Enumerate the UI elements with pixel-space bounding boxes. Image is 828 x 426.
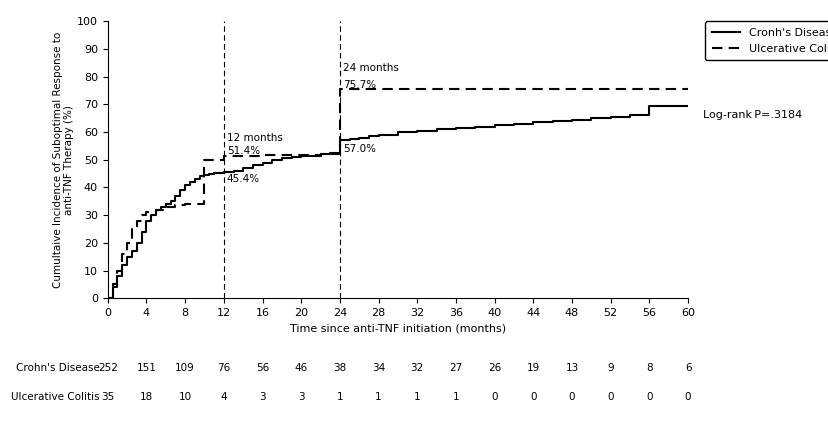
Text: 38: 38 (333, 363, 346, 374)
Text: 8: 8 (645, 363, 652, 374)
X-axis label: Time since anti-TNF initiation (months): Time since anti-TNF initiation (months) (290, 323, 505, 334)
Text: 26: 26 (488, 363, 501, 374)
Text: 0: 0 (529, 392, 536, 402)
Text: 34: 34 (372, 363, 385, 374)
Text: 0: 0 (491, 392, 498, 402)
Text: 10: 10 (178, 392, 191, 402)
Text: 76: 76 (217, 363, 230, 374)
Text: 13: 13 (565, 363, 578, 374)
Text: Crohn's Disease: Crohn's Disease (16, 363, 99, 374)
Text: 18: 18 (140, 392, 153, 402)
Text: 0: 0 (645, 392, 652, 402)
Text: 0: 0 (568, 392, 575, 402)
Text: 3: 3 (259, 392, 266, 402)
Text: 56: 56 (256, 363, 269, 374)
Text: 151: 151 (137, 363, 156, 374)
Text: 109: 109 (175, 363, 195, 374)
Text: 57.0%: 57.0% (343, 144, 375, 154)
Text: 252: 252 (98, 363, 118, 374)
Text: 45.4%: 45.4% (226, 174, 259, 184)
Text: 19: 19 (526, 363, 539, 374)
Text: 27: 27 (449, 363, 462, 374)
Text: 3: 3 (297, 392, 304, 402)
Text: 0: 0 (607, 392, 614, 402)
Text: 1: 1 (413, 392, 420, 402)
Text: 0: 0 (684, 392, 691, 402)
Text: 32: 32 (410, 363, 423, 374)
Text: 1: 1 (336, 392, 343, 402)
Text: 1: 1 (452, 392, 459, 402)
Y-axis label: Cumultaive Incidence of Suboptimal Response to
anti-TNF Therapy (%): Cumultaive Incidence of Suboptimal Respo… (53, 32, 75, 288)
Text: 4: 4 (220, 392, 227, 402)
Text: 6: 6 (684, 363, 691, 374)
Legend: Cronh's Disease, Ulcerative Colitis: Cronh's Disease, Ulcerative Colitis (705, 21, 828, 60)
Text: 12 months: 12 months (226, 132, 282, 143)
Text: 35: 35 (101, 392, 114, 402)
Text: Ulcerative Colitis: Ulcerative Colitis (11, 392, 99, 402)
Text: 46: 46 (294, 363, 307, 374)
Text: 9: 9 (607, 363, 614, 374)
Text: 51.4%: 51.4% (226, 147, 259, 156)
Text: Log-rank P=.3184: Log-rank P=.3184 (701, 110, 801, 120)
Text: 75.7%: 75.7% (343, 80, 375, 90)
Text: 24 months: 24 months (343, 63, 398, 73)
Text: 1: 1 (375, 392, 382, 402)
